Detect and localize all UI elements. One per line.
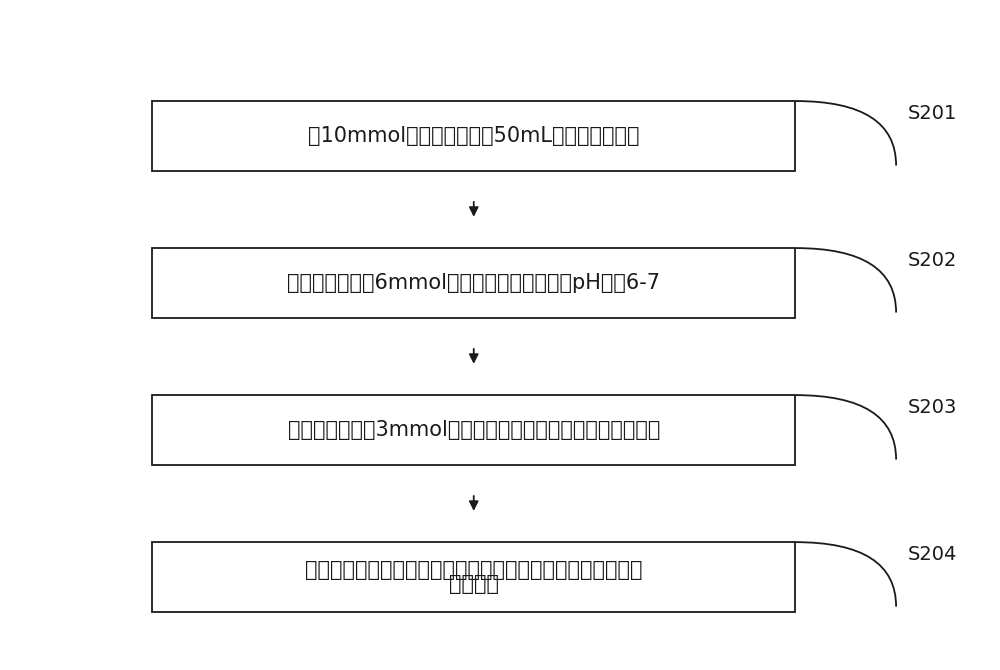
Bar [152, 542, 795, 612]
Text: 镉纳米晶: 镉纳米晶 [449, 574, 499, 594]
Bar [152, 101, 795, 171]
Text: 在溶液中加入无水乙醇，析出沉淀进行洗涤，干燥，得到硫化: 在溶液中加入无水乙醇，析出沉淀进行洗涤，干燥，得到硫化 [305, 559, 642, 580]
Bar [152, 248, 795, 318]
Text: S203: S203 [908, 398, 957, 417]
Text: S201: S201 [908, 104, 957, 123]
Text: 溶液中缓慢加入3mmol硫酸钠水溶液，搅拌至溶液呈现透明状: 溶液中缓慢加入3mmol硫酸钠水溶液，搅拌至溶液呈现透明状 [288, 420, 660, 440]
Bar [152, 395, 795, 465]
Text: 将10mmol的氯化铬加入到50mL水中，磁力搅拌: 将10mmol的氯化铬加入到50mL水中，磁力搅拌 [308, 126, 640, 146]
Text: S202: S202 [908, 251, 957, 269]
Text: S204: S204 [908, 545, 957, 563]
Text: 搅拌均匀后加入6mmol巯基乙酸，并调节溶液pH值为6-7: 搅拌均匀后加入6mmol巯基乙酸，并调节溶液pH值为6-7 [287, 273, 660, 293]
